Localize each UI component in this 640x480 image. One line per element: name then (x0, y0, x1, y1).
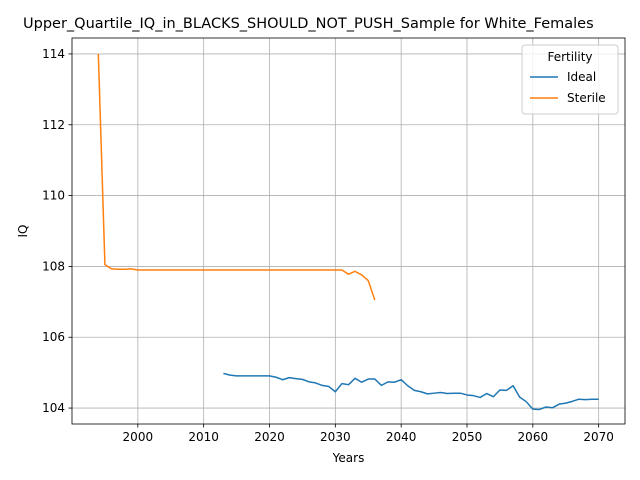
x-tick-label: 2040 (386, 430, 417, 444)
x-tick-label: 2030 (320, 430, 351, 444)
series-line-ideal (223, 372, 599, 411)
x-tick-label: 2070 (583, 430, 614, 444)
plot-series (97, 53, 599, 411)
y-tick-label: 104 (42, 401, 65, 415)
x-axis-label: Years (332, 451, 365, 465)
x-tick-label: 2020 (254, 430, 285, 444)
legend-title: Fertility (547, 50, 592, 64)
x-tick-label: 2050 (452, 430, 483, 444)
plot-frame (71, 37, 626, 425)
y-tick-label: 108 (42, 259, 65, 273)
x-tick-label: 2000 (123, 430, 154, 444)
y-tick-label: 110 (42, 189, 65, 203)
series-line-sterile (97, 53, 376, 301)
y-tick-label: 112 (42, 118, 65, 132)
y-axis-label: IQ (16, 225, 30, 238)
x-axis-ticks: 2000 2010 2020 2030 2040 2050 2060 2070 (123, 424, 614, 444)
y-tick-label: 106 (42, 330, 65, 344)
x-tick-label: 2010 (188, 430, 219, 444)
chart-title: Upper_Quartile_IQ_in_BLACKS_SHOULD_NOT_P… (23, 16, 594, 32)
legend: Fertility Ideal Sterile (521, 44, 619, 115)
legend-label-ideal: Ideal (567, 70, 596, 84)
legend-label-sterile: Sterile (567, 91, 606, 105)
y-axis-ticks: 104 106 108 110 112 114 (42, 47, 72, 415)
y-tick-label: 114 (42, 47, 65, 61)
x-tick-label: 2060 (518, 430, 549, 444)
legend-box (521, 44, 619, 115)
